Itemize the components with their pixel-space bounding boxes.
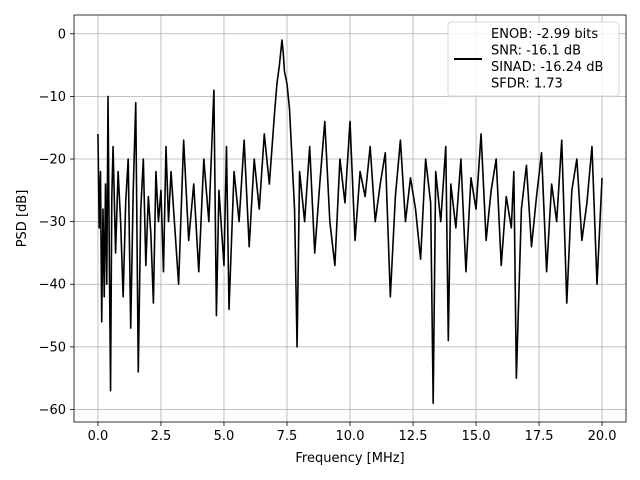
legend-box [447, 21, 620, 97]
psd-series-line [97, 39, 603, 405]
y-tick-label: −50 [39, 340, 66, 355]
y-tick-label: −40 [39, 278, 66, 293]
x-tick-label: 5.0 [214, 429, 235, 444]
y-tick-label: −20 [39, 153, 66, 168]
series-layer [97, 39, 603, 405]
y-tick-label: −10 [39, 90, 66, 105]
legend-entry-line: SNR: -16.1 dB [491, 44, 581, 59]
x-tick-label: 7.5 [277, 429, 298, 444]
y-axis-ticks: 0 −10 −20 −30 −40 −50 −60 [39, 27, 74, 418]
x-tick-label: 12.5 [399, 429, 428, 444]
x-tick-label: 17.5 [525, 429, 554, 444]
x-axis-ticks: 0.0 2.5 5.0 7.5 10.0 12.5 15.0 17.5 20.0 [88, 422, 617, 444]
x-tick-label: 2.5 [151, 429, 172, 444]
y-tick-label: −60 [39, 403, 66, 418]
legend-entry-line: SINAD: -16.24 dB [491, 60, 603, 75]
legend-entry-line: SFDR: 1.73 [491, 77, 563, 92]
x-tick-label: 0.0 [88, 429, 109, 444]
x-tick-label: 20.0 [588, 429, 617, 444]
y-tick-label: 0 [58, 27, 66, 42]
x-axis-label: Frequency [MHz] [295, 451, 404, 466]
legend-entry-line: ENOB: -2.99 bits [491, 27, 598, 42]
y-tick-label: −30 [39, 215, 66, 230]
y-axis-label: PSD [dB] [15, 190, 30, 248]
x-tick-label: 15.0 [462, 429, 491, 444]
x-tick-label: 10.0 [336, 429, 365, 444]
